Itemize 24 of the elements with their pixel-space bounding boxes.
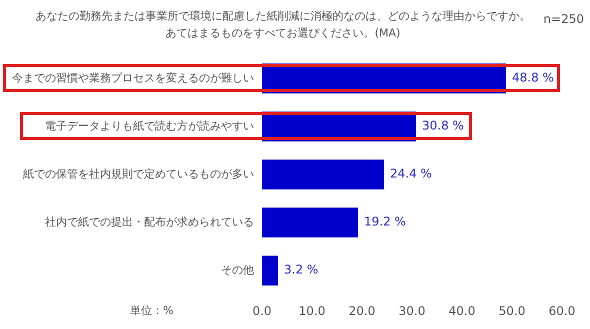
y-tick-label: 社内で紙での提出・配布が求められている <box>45 215 254 228</box>
y-tick-label: 紙での保管を社内規則で定めているものが多い <box>23 167 254 180</box>
x-tick-label: 40.0 <box>448 304 476 318</box>
x-tick-label: 10.0 <box>298 304 326 318</box>
data-label: 30.8 % <box>422 118 464 133</box>
x-tick-label: 30.0 <box>398 304 426 318</box>
y-tick-label: 電子データよりも紙で読む方が読みやすい <box>45 119 254 132</box>
data-label: 3.2 % <box>284 262 318 277</box>
text: 単位：% <box>130 304 174 317</box>
x-tick-label: 0.0 <box>252 304 272 318</box>
data-label: 19.2 % <box>364 214 406 229</box>
y-tick-label: その他 <box>221 263 254 276</box>
chart-subtitle: あてはまるものをすべてお選びください。(MA) <box>166 26 400 40</box>
x-tick-label: 60.0 <box>548 304 576 318</box>
chart-title: あなたの勤務先または事業所で環境に配慮した紙削減に消極的なのは、どのような理由からですか。 <box>36 9 530 22</box>
bar <box>262 160 384 190</box>
x-tick-label: 20.0 <box>348 304 376 318</box>
bar <box>262 256 278 286</box>
x-tick-label: 50.0 <box>498 304 526 318</box>
y-tick-label: 今までの習慣や業務プロセスを変えるのが難しい <box>12 71 254 84</box>
data-label: 24.4 % <box>390 166 432 181</box>
bar <box>262 208 358 238</box>
text: n=250 <box>543 12 584 26</box>
data-label: 48.8 % <box>512 70 554 85</box>
